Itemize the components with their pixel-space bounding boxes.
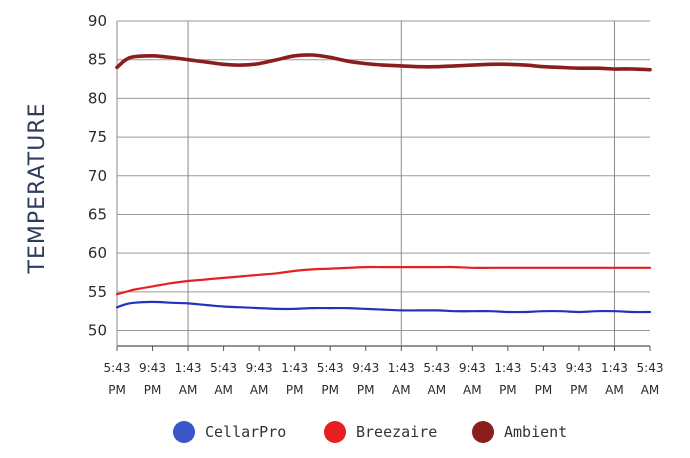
legend-swatch-breezaire (324, 421, 346, 443)
chart-grid (116, 20, 650, 347)
x-tick-label-time: 9:43 (565, 361, 592, 375)
x-tick-label-time: 9:43 (246, 361, 273, 375)
legend-swatch-cellarpro (173, 421, 195, 443)
x-tick-label-period: AM (179, 383, 198, 397)
x-tick-label-period: PM (570, 383, 588, 397)
x-tick-label-period: PM (499, 383, 517, 397)
x-tick-label-period: PM (108, 383, 126, 397)
x-tick-label-period: AM (605, 383, 624, 397)
y-tick-label: 65 (88, 205, 107, 223)
y-tick-label: 85 (88, 51, 107, 69)
x-tick-label-period: PM (286, 383, 304, 397)
series-line-ambient (115, 53, 652, 72)
y-tick-label: 90 (88, 12, 107, 30)
x-tick-label-time: 1:43 (175, 361, 202, 375)
y-tick-label: 80 (88, 89, 107, 107)
y-axis-ticks: 50 55 60 65 70 75 80 85 90 (88, 12, 107, 340)
y-tick-label: 60 (88, 244, 107, 262)
legend-item-ambient: Ambient (472, 418, 567, 446)
x-tick-label-time: 5:43 (104, 361, 131, 375)
x-tick-label-period: AM (428, 383, 447, 397)
x-tick-label-period: AM (463, 383, 482, 397)
x-tick-label-period: PM (144, 383, 162, 397)
x-tick-label-period: PM (357, 383, 375, 397)
legend-label-cellarpro: CellarPro (205, 423, 287, 441)
y-axis-label: TEMPERATURE (25, 103, 50, 275)
series-line-breezaire (115, 265, 652, 296)
x-tick-label-time: 1:43 (494, 361, 521, 375)
y-tick-label: 75 (88, 128, 107, 146)
x-tick-label-time: 5:43 (423, 361, 450, 375)
x-tick-label-time: 5:43 (210, 361, 237, 375)
legend-item-breezaire: Breezaire (324, 418, 437, 446)
x-tick-label-period: PM (535, 383, 553, 397)
x-tick-label-time: 5:43 (637, 361, 664, 375)
x-axis-ticks: 5:43 PM 9:43 PM 1:43 AM 5:43 AM 9:43 AM 1:43 PM 5:43… (104, 346, 664, 397)
legend-swatch-ambient (472, 421, 494, 443)
x-tick-label-period: AM (392, 383, 411, 397)
x-tick-label-time: 1:43 (601, 361, 628, 375)
x-tick-label-time: 1:43 (388, 361, 415, 375)
x-tick-label-time: 9:43 (139, 361, 166, 375)
y-tick-label: 55 (88, 283, 107, 301)
legend-item-cellarpro: CellarPro (173, 418, 286, 446)
legend-label-ambient: Ambient (504, 423, 568, 441)
chart-series (115, 53, 652, 314)
x-tick-label-time: 9:43 (352, 361, 379, 375)
x-tick-label-period: AM (250, 383, 269, 397)
x-tick-label-period: PM (321, 383, 339, 397)
chart-legend: CellarPro Breezaire Ambient (0, 418, 690, 446)
x-tick-label-period: AM (641, 383, 660, 397)
x-tick-label-time: 9:43 (459, 361, 486, 375)
x-tick-label-period: AM (214, 383, 233, 397)
series-line-cellarpro (115, 300, 652, 314)
legend-label-breezaire: Breezaire (356, 423, 438, 441)
x-tick-label-time: 1:43 (281, 361, 308, 375)
x-tick-label-time: 5:43 (530, 361, 557, 375)
y-tick-label: 50 (88, 322, 107, 340)
x-tick-label-time: 5:43 (317, 361, 344, 375)
y-tick-label: 70 (88, 167, 107, 185)
